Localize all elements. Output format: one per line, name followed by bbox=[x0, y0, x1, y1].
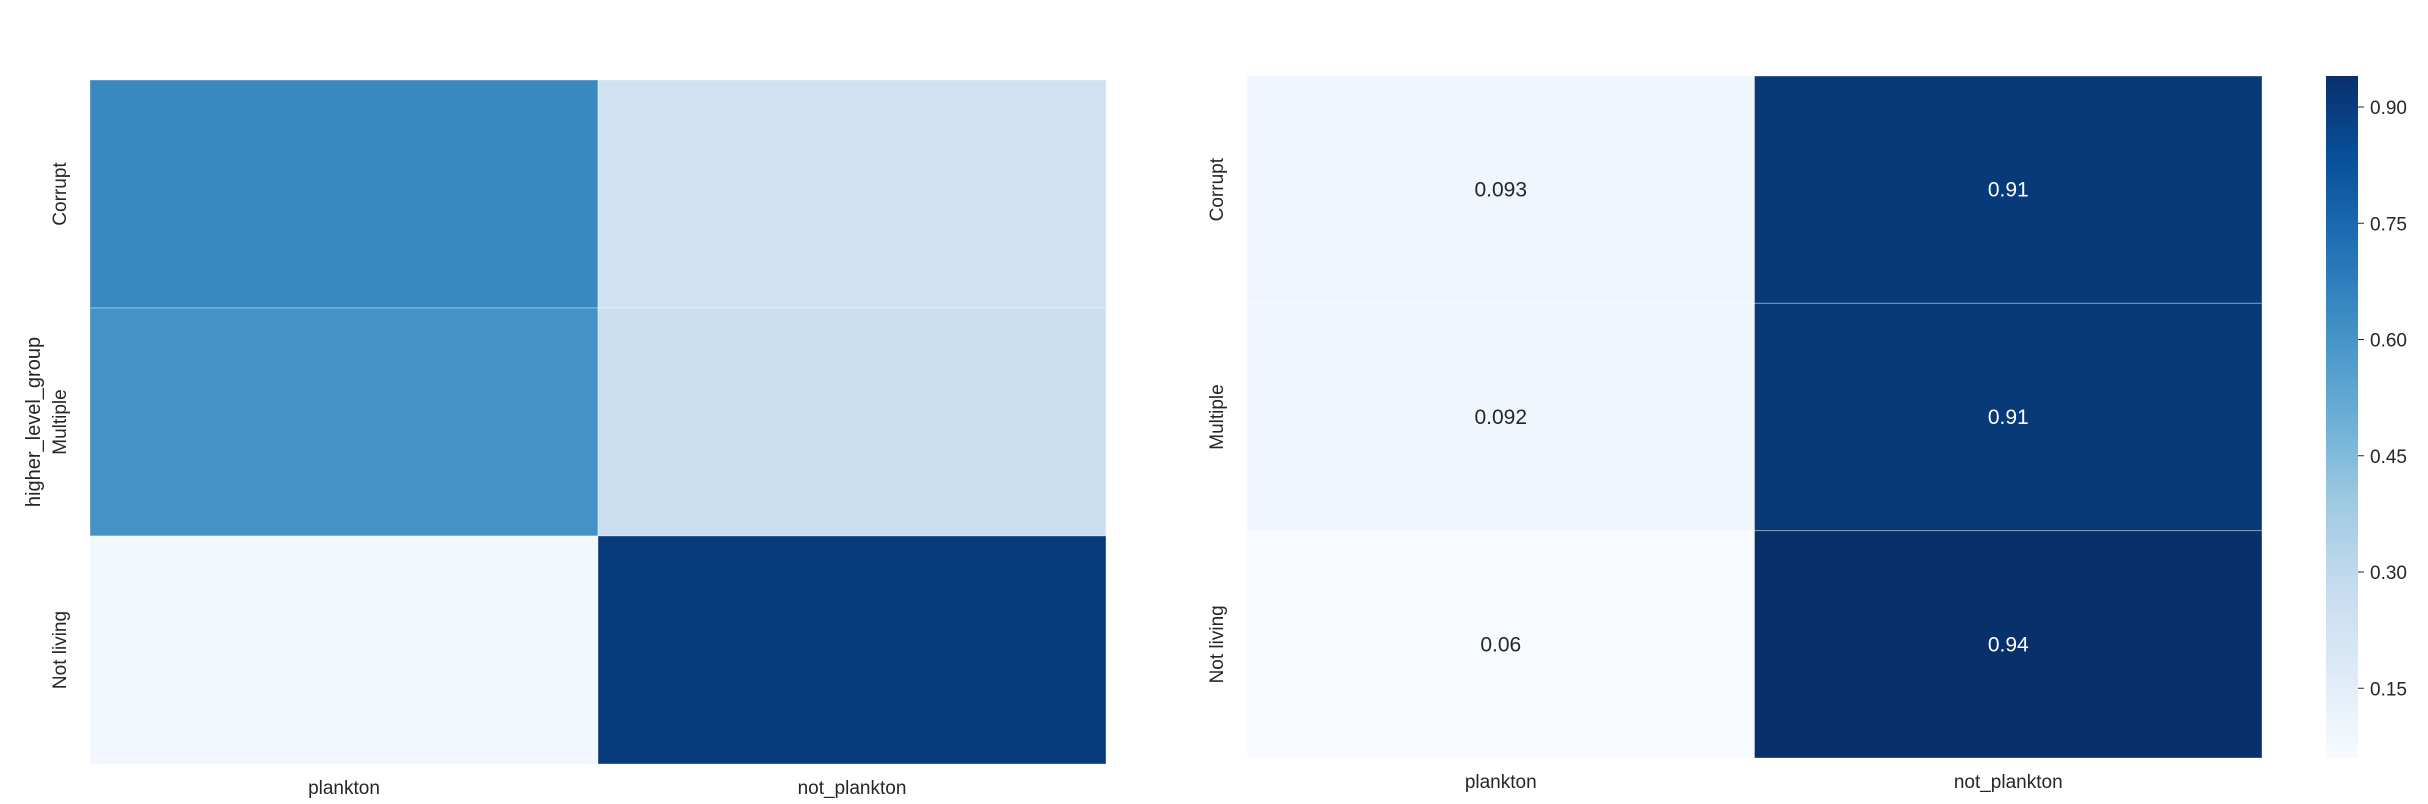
cell-annotation: 0.092 bbox=[1474, 406, 1527, 429]
heatmap-cell bbox=[1754, 530, 2263, 759]
x-tick-label: plankton bbox=[308, 778, 380, 799]
cell-annotation: 0.94 bbox=[1988, 633, 2029, 656]
heatmap-left: plankton not_plankton Corrupt Multiple Not l… bbox=[23, 79, 1107, 799]
colorbar-gradient bbox=[2326, 76, 2358, 758]
cell-annotation: 0.06 bbox=[1480, 633, 1521, 656]
y-tick-label: Not living bbox=[50, 611, 71, 689]
y-axis-label: higher_level_group bbox=[23, 337, 45, 507]
heatmap-right: 0.093 0.91 0.092 0.91 0.06 0.94 plankton not_pl… bbox=[1207, 75, 2263, 793]
x-tick-label: not_plankton bbox=[1954, 772, 2063, 793]
y-tick-label: Multiple bbox=[50, 389, 71, 454]
heatmap-cell bbox=[89, 535, 599, 765]
y-tick-label: Corrupt bbox=[50, 162, 71, 226]
heatmap-cell bbox=[1754, 302, 2263, 532]
colorbar-tick-label: 0.90 bbox=[2370, 98, 2407, 119]
colorbar: 0.15 0.30 0.45 0.60 0.75 0.90 bbox=[2326, 76, 2407, 758]
y-tick-label: Multiple bbox=[1207, 384, 1228, 449]
heatmap-cell bbox=[1246, 75, 1755, 304]
colorbar-tick-label: 0.75 bbox=[2370, 214, 2407, 235]
heatmap-cell bbox=[1246, 530, 1755, 759]
heatmap-cell bbox=[89, 79, 599, 309]
heatmap-cell bbox=[1246, 302, 1755, 532]
heatmap-cell bbox=[1754, 75, 2263, 304]
colorbar-tick-label: 0.30 bbox=[2370, 563, 2407, 584]
x-tick-label: not_plankton bbox=[798, 778, 907, 799]
colorbar-tick-label: 0.15 bbox=[2370, 679, 2407, 700]
colorbar-tick-label: 0.45 bbox=[2370, 447, 2407, 468]
colorbar-tick-label: 0.60 bbox=[2370, 331, 2407, 352]
y-tick-label: Not living bbox=[1207, 605, 1228, 683]
heatmap-cell bbox=[597, 307, 1107, 537]
cell-annotation: 0.91 bbox=[1988, 406, 2029, 429]
cell-annotation: 0.093 bbox=[1474, 179, 1527, 202]
heatmap-cell bbox=[597, 535, 1107, 765]
heatmap-cell bbox=[597, 79, 1107, 309]
y-tick-label: Corrupt bbox=[1207, 157, 1228, 221]
heatmap-cell bbox=[89, 307, 599, 537]
cell-annotation: 0.91 bbox=[1988, 179, 2029, 202]
x-tick-label: plankton bbox=[1465, 772, 1537, 793]
